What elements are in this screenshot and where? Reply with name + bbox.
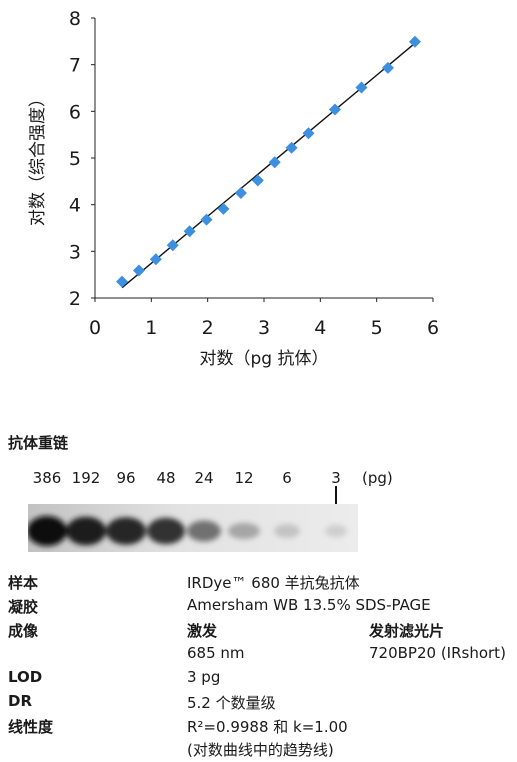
gel-label: 凝胶 <box>8 598 39 616</box>
lane-label: 3 <box>331 469 341 487</box>
lane-labels: 386 192 96 48 24 12 6 3 (pg) <box>0 469 517 493</box>
linearity-label: 线性度 <box>8 718 54 736</box>
data-point <box>217 202 230 215</box>
blot-band <box>187 520 221 542</box>
data-points <box>116 35 421 288</box>
lane-label: 192 <box>71 469 101 487</box>
x-tick-label: 3 <box>258 317 270 339</box>
western-blot-image <box>28 504 358 552</box>
data-point <box>200 213 213 226</box>
lane-label: 6 <box>282 469 292 487</box>
gel-value: Amersham WB 13.5% SDS-PAGE <box>187 596 431 614</box>
x-tick-label: 6 <box>427 317 439 339</box>
lane-label: 24 <box>194 469 214 487</box>
y-tick-labels: 2 3 4 5 6 7 8 <box>69 8 95 310</box>
sample-label: 样本 <box>8 574 39 592</box>
linearity-value: R²=0.9988 和 k=1.00 <box>187 718 348 736</box>
filter-header: 发射滤光片 <box>369 622 445 640</box>
lod-value: 3 pg <box>187 668 221 686</box>
x-tick-label: 4 <box>314 317 326 339</box>
y-tick-label: 8 <box>69 8 81 30</box>
data-point <box>302 127 315 140</box>
blot-band <box>325 524 347 538</box>
lod-label: LOD <box>8 668 43 686</box>
data-point <box>328 103 341 116</box>
data-point <box>355 81 368 94</box>
data-point <box>149 253 162 266</box>
sample-value: IRDye™ 680 羊抗兔抗体 <box>187 574 360 592</box>
dr-label: DR <box>8 692 33 710</box>
x-tick-label: 1 <box>145 317 157 339</box>
blot-band <box>66 516 106 546</box>
data-point <box>408 35 421 48</box>
y-tick-label: 7 <box>69 55 81 77</box>
x-tick-label: 2 <box>202 317 214 339</box>
lane-label: 386 <box>32 469 62 487</box>
data-point <box>268 156 281 169</box>
data-point <box>183 225 196 238</box>
blot-title: 抗体重链 <box>8 434 69 452</box>
blot-band <box>228 522 260 540</box>
y-tick-label: 2 <box>69 288 81 310</box>
x-tick-labels: 0 1 2 3 4 5 6 <box>89 298 439 339</box>
data-point <box>116 275 129 288</box>
data-point <box>381 61 394 74</box>
lane-label: 96 <box>116 469 136 487</box>
excitation-value: 685 nm <box>187 644 245 662</box>
blot-band <box>147 517 185 545</box>
data-point <box>166 239 179 252</box>
blot-band <box>28 516 67 546</box>
filter-value: 720BP20 (IRshort) <box>369 644 506 662</box>
data-point <box>285 141 298 154</box>
imaging-label: 成像 <box>8 622 39 640</box>
y-tick-label: 6 <box>69 101 81 123</box>
y-tick-label: 5 <box>69 148 81 170</box>
lane-label: 12 <box>234 469 254 487</box>
lane-label: 48 <box>156 469 176 487</box>
y-tick-label: 4 <box>69 195 81 217</box>
trendline <box>121 42 416 289</box>
y-axis-label: 对数（综合强度） <box>28 90 48 226</box>
blot-band <box>106 517 146 545</box>
dr-value: 5.2 个数量级 <box>187 694 276 712</box>
x-axis-label: 对数（pg 抗体） <box>200 349 329 369</box>
data-point <box>251 174 264 187</box>
data-point <box>132 264 145 277</box>
data-point <box>234 187 247 199</box>
lane-unit: (pg) <box>362 469 393 487</box>
scatter-chart: 2 3 4 5 6 7 8 0 1 2 3 4 5 6 对数（pg 抗体） 对数（综合强度） <box>28 8 439 369</box>
linearity-note: (对数曲线中的趋势线) <box>187 741 334 759</box>
x-tick-label: 0 <box>89 317 101 339</box>
excitation-header: 激发 <box>187 622 218 640</box>
blot-band <box>274 524 300 538</box>
y-tick-label: 3 <box>69 241 81 263</box>
x-tick-label: 5 <box>371 317 383 339</box>
